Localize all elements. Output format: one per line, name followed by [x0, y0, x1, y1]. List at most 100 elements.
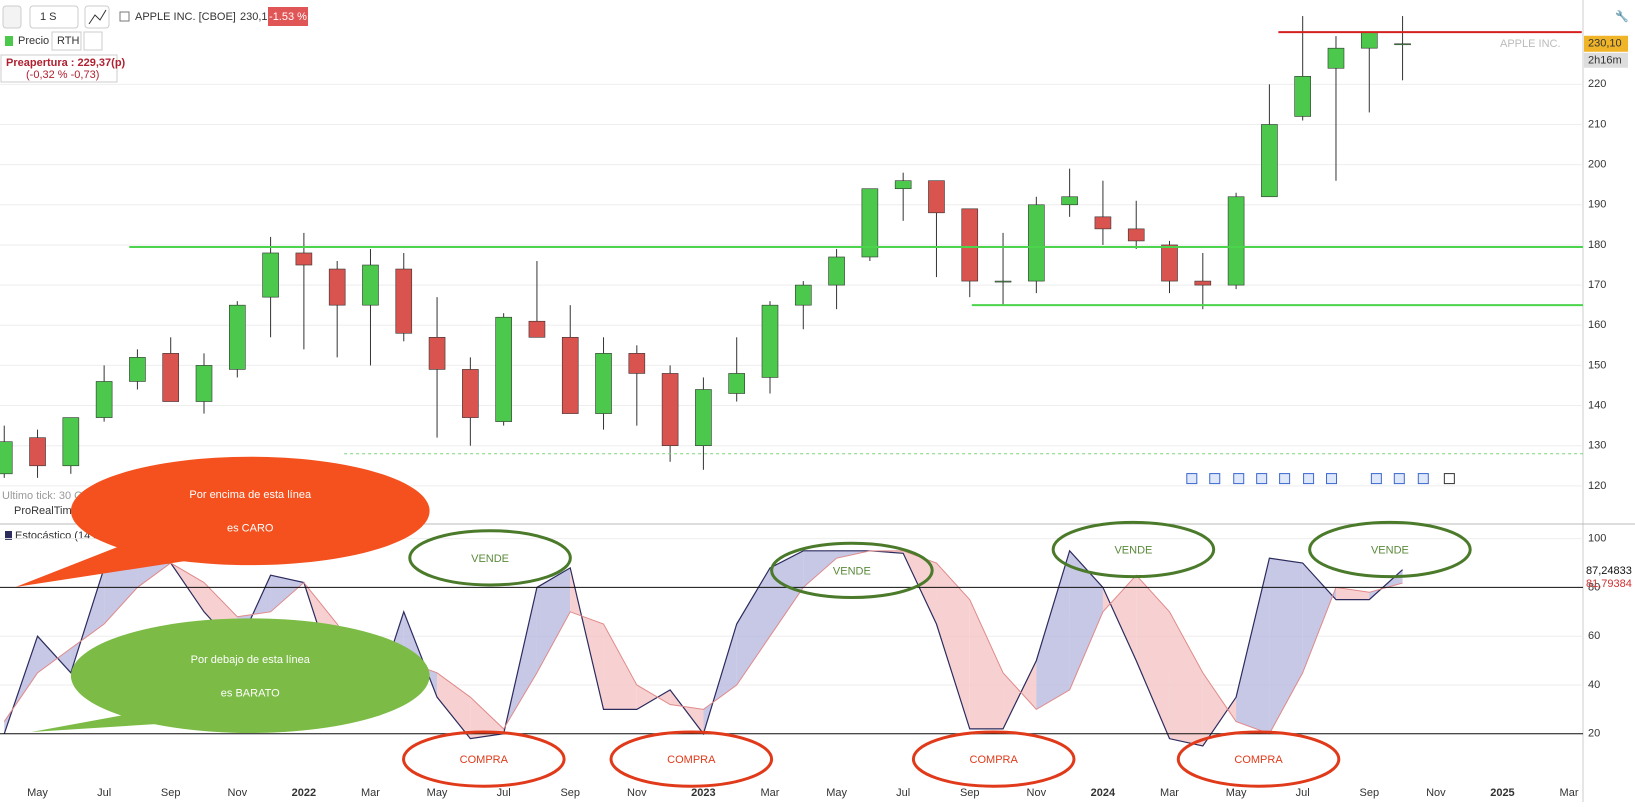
- sell-label: VENDE: [1114, 544, 1152, 556]
- candle-body: [1227, 196, 1245, 286]
- x-tick-label: 2022: [292, 787, 316, 799]
- stoch-fill: [536, 567, 571, 673]
- candle-body: [428, 336, 446, 370]
- candle-body: [728, 373, 745, 394]
- x-tick-label: 2024: [1091, 787, 1116, 799]
- candle-body: [1261, 124, 1278, 198]
- buy-label: COMPRA: [970, 754, 1019, 766]
- event-icon: [1256, 473, 1268, 485]
- change-badge: [268, 7, 308, 26]
- candle-body: [29, 437, 46, 467]
- sell-marker: [1308, 520, 1472, 579]
- stoch-fill: [636, 684, 671, 710]
- countdown: 2h16m: [1588, 55, 1622, 67]
- candle-body: [1127, 228, 1145, 242]
- stoch-fill: [769, 550, 804, 637]
- stoch-fill: [570, 567, 604, 710]
- bubble: [70, 456, 430, 566]
- candle-body: [1094, 216, 1112, 230]
- x-tick-label: Nov: [1027, 787, 1047, 799]
- candle-body: [195, 365, 213, 402]
- buy-label: COMPRA: [1234, 754, 1283, 766]
- y-tick-label: 150: [1588, 359, 1606, 371]
- chart-type-icon: [88, 9, 107, 25]
- sell-marker: [770, 541, 934, 599]
- price-color: [5, 36, 13, 46]
- y-tick-label: 170: [1588, 279, 1606, 291]
- event-icon: [1370, 473, 1382, 485]
- stoch-fill: [1302, 563, 1336, 673]
- candle-body: [228, 304, 246, 370]
- buy-label: COMPRA: [460, 754, 509, 766]
- x-tick-label: Jul: [896, 787, 910, 799]
- buy-label: COMPRA: [667, 754, 716, 766]
- candle-body: [462, 369, 479, 418]
- stoch-fill: [969, 599, 1004, 729]
- preopen-box: [0, 54, 118, 83]
- session-button[interactable]: [51, 31, 82, 51]
- y-tick-label: 200: [1588, 159, 1606, 171]
- list-button[interactable]: [83, 31, 103, 51]
- candle-body: [395, 268, 413, 334]
- countdown-box: [1584, 52, 1628, 68]
- candle-body: [1394, 43, 1411, 46]
- stoch-fill: [1136, 575, 1170, 739]
- candle-body: [295, 252, 313, 266]
- x-tick-label: Jul: [97, 787, 111, 799]
- y-tick-label: 60: [1588, 630, 1600, 642]
- candle-body: [1360, 31, 1378, 49]
- settings-icon[interactable]: 🔧: [1615, 9, 1629, 23]
- y-tick-label: 120: [1588, 480, 1606, 492]
- last-price: 230,10: [240, 11, 274, 23]
- x-tick-label: 2023: [691, 787, 715, 799]
- candle-body: [262, 252, 279, 298]
- y-tick-label: 220: [1588, 78, 1606, 90]
- stoch-line: [3, 550, 1403, 735]
- event-icon: [1417, 473, 1429, 485]
- event-icon: [1303, 473, 1315, 485]
- menu-button[interactable]: [2, 5, 22, 29]
- candle-body: [861, 188, 879, 258]
- y-tick-label: 20: [1588, 728, 1600, 740]
- y-tick-label: 180: [1588, 239, 1606, 251]
- x-tick-label: Mar: [761, 787, 780, 799]
- stoch-fill: [1102, 575, 1137, 661]
- x-tick-label: Nov: [1426, 787, 1446, 799]
- timeframe-select[interactable]: [29, 5, 79, 29]
- x-tick-label: Jul: [1296, 787, 1310, 799]
- stoch-value: 81,79384: [1586, 578, 1632, 590]
- sell-label: VENDE: [471, 553, 509, 565]
- candle-body: [1061, 196, 1078, 206]
- candle-body: [628, 353, 646, 374]
- session: RTH: [57, 35, 79, 47]
- y-tick-label: 80: [1588, 581, 1600, 593]
- stoch-fill: [1069, 550, 1103, 690]
- candle-body: [1028, 204, 1045, 282]
- x-tick-label: Mar: [1560, 787, 1579, 799]
- candle-body: [561, 336, 579, 414]
- candle-body: [994, 280, 1012, 283]
- x-tick-label: Sep: [161, 787, 181, 799]
- x-tick-label: May: [826, 787, 847, 799]
- price-box-label: 230,10: [1588, 38, 1622, 50]
- candle-body: [495, 316, 512, 422]
- candle-body: [1327, 47, 1345, 69]
- x-tick-label: Mar: [1160, 787, 1179, 799]
- sell-marker: [408, 529, 572, 587]
- bubble-text: Por encima de esta línea: [189, 489, 312, 501]
- candle-body: [95, 381, 113, 418]
- candle-body: [894, 180, 912, 190]
- bubble: [70, 618, 430, 734]
- candle-body: [528, 320, 546, 338]
- event-icon: [1186, 473, 1198, 485]
- candle-body: [1194, 280, 1212, 286]
- stoch-fill: [803, 550, 837, 588]
- x-tick-label: Sep: [960, 787, 980, 799]
- stoch-fill: [1036, 550, 1070, 710]
- x-tick-label: Jul: [497, 787, 511, 799]
- last-tick: Ultimo tick: 30 Oct: [2, 490, 91, 502]
- x-tick-label: 2025: [1490, 787, 1514, 799]
- stoch-fill: [104, 563, 138, 625]
